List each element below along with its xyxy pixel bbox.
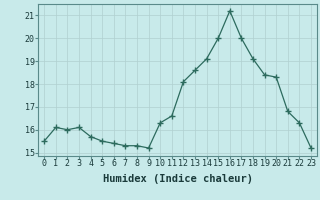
X-axis label: Humidex (Indice chaleur): Humidex (Indice chaleur) [103, 174, 252, 184]
